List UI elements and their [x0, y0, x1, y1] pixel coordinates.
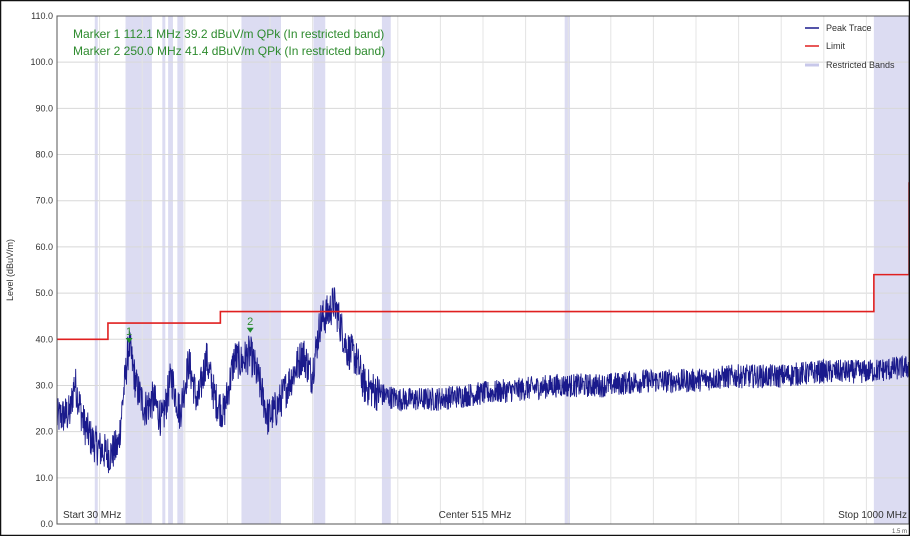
- legend-label-limit: Limit: [826, 41, 846, 51]
- marker-2-triangle: [246, 327, 254, 333]
- y-tick-label-1: 10.0: [35, 473, 53, 483]
- restricted-band-7: [313, 16, 326, 524]
- restricted-band-4: [168, 16, 173, 524]
- y-axis-label: Level (dBuV/m): [5, 239, 15, 301]
- limit-line-layer: [57, 182, 909, 341]
- restricted-bands-layer: [94, 16, 909, 524]
- marker-2-label: 2: [247, 316, 253, 328]
- y-tick-label-6: 60.0: [35, 242, 53, 252]
- restricted-band-6: [241, 16, 281, 524]
- y-tick-label-4: 40.0: [35, 334, 53, 344]
- restricted-band-10: [873, 16, 909, 524]
- y-tick-label-0: 0.0: [40, 519, 53, 529]
- y-tick-label-5: 50.0: [35, 288, 53, 298]
- annotation-marker-1: Marker 1 112.1 MHz 39.2 dBuV/m QPk (In r…: [73, 27, 384, 41]
- y-tick-label-11: 110.0: [31, 11, 53, 21]
- legend-label-restricted-bands: Restricted Bands: [826, 60, 895, 70]
- y-tick-label-9: 90.0: [35, 103, 53, 113]
- y-tick-label-2: 20.0: [35, 427, 53, 437]
- marker-1-triangle: [125, 337, 133, 343]
- legend: Peak Trace Limit Restricted Bands: [805, 23, 895, 70]
- y-tick-label-8: 80.0: [35, 150, 53, 160]
- x-stop-label: Stop 1000 MHz: [838, 510, 907, 521]
- restricted-band-8: [381, 16, 391, 524]
- corner-note: 1.5 m: [892, 529, 907, 535]
- x-start-label: Start 30 MHz: [63, 510, 121, 521]
- peak-trace-layer: [57, 287, 909, 474]
- legend-label-peak-trace: Peak Trace: [826, 23, 872, 33]
- grid-layer: [57, 15, 909, 525]
- marker-1-label: 1: [126, 326, 132, 338]
- limit-line: [57, 182, 909, 341]
- markers-layer: 12: [125, 316, 254, 343]
- peak-trace-line: [57, 287, 909, 474]
- restricted-band-9: [564, 16, 570, 524]
- restricted-band-1: [94, 16, 98, 524]
- y-axis: 0.0 10.0 20.0 30.0 40.0 50.0 60.0 70.0 80.0 90.0 1…: [30, 11, 53, 529]
- restricted-band-2: [125, 16, 152, 524]
- x-center-label: Center 515 MHz: [439, 510, 512, 521]
- y-tick-label-3: 30.0: [35, 380, 53, 390]
- restricted-band-5: [177, 16, 184, 524]
- y-tick-label-10: 100.0: [30, 57, 53, 67]
- annotation-marker-2: Marker 2 250.0 MHz 41.4 dBuV/m QPk (In r…: [73, 44, 385, 58]
- restricted-band-3: [162, 16, 166, 524]
- y-tick-label-7: 70.0: [35, 196, 53, 206]
